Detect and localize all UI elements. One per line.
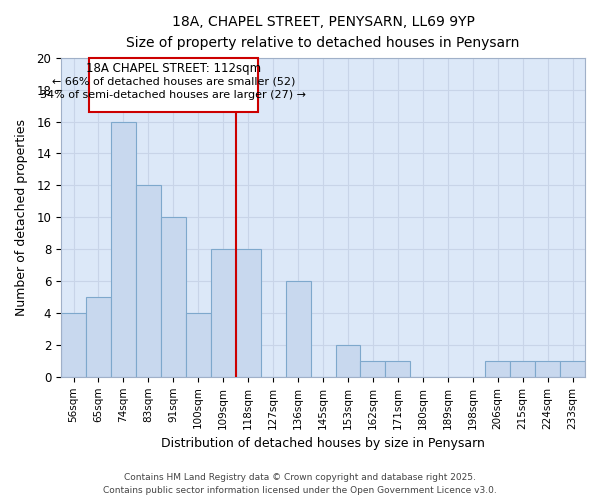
Bar — [211, 249, 236, 377]
Text: 34% of semi-detached houses are larger (27) →: 34% of semi-detached houses are larger (… — [40, 90, 307, 100]
Bar — [236, 249, 260, 377]
Bar — [61, 313, 86, 377]
Bar — [510, 361, 535, 377]
Bar — [385, 361, 410, 377]
Bar — [186, 313, 211, 377]
FancyBboxPatch shape — [89, 58, 258, 112]
Title: 18A, CHAPEL STREET, PENYSARN, LL69 9YP
Size of property relative to detached hou: 18A, CHAPEL STREET, PENYSARN, LL69 9YP S… — [127, 15, 520, 50]
Bar — [161, 218, 186, 377]
Bar — [286, 281, 311, 377]
Text: 18A CHAPEL STREET: 112sqm: 18A CHAPEL STREET: 112sqm — [86, 62, 261, 74]
X-axis label: Distribution of detached houses by size in Penysarn: Distribution of detached houses by size … — [161, 437, 485, 450]
Bar — [111, 122, 136, 377]
Bar — [136, 186, 161, 377]
Bar — [485, 361, 510, 377]
Bar — [335, 345, 361, 377]
Text: Contains HM Land Registry data © Crown copyright and database right 2025.
Contai: Contains HM Land Registry data © Crown c… — [103, 474, 497, 495]
Bar — [560, 361, 585, 377]
Y-axis label: Number of detached properties: Number of detached properties — [15, 119, 28, 316]
Bar — [535, 361, 560, 377]
Bar — [86, 297, 111, 377]
Text: ← 66% of detached houses are smaller (52): ← 66% of detached houses are smaller (52… — [52, 76, 295, 86]
Bar — [361, 361, 385, 377]
